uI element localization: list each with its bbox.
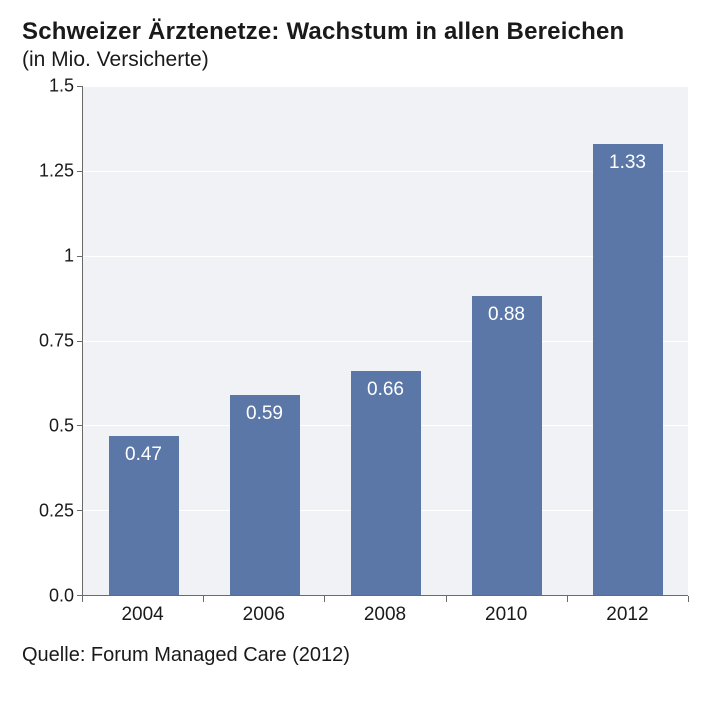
bar-value-label: 1.33 (593, 152, 663, 174)
source-caption: Quelle: Forum Managed Care (2012) (22, 644, 688, 667)
bars-container: 0.47 0.59 0.66 0.88 1.33 (83, 86, 688, 595)
x-tick-label: 2008 (324, 604, 445, 626)
x-tick-mark (446, 596, 447, 602)
bar-2010: 0.88 (472, 296, 542, 595)
y-axis: 0.0 0.25 0.5 0.75 1 1.25 1.5 (22, 86, 82, 596)
y-tick-label: 1.25 (39, 161, 74, 182)
y-tick-label: 0.75 (39, 331, 74, 352)
x-tick-mark (567, 596, 568, 602)
bar-2006: 0.59 (230, 395, 300, 595)
bar-slot: 0.88 (446, 86, 567, 595)
x-tick-label: 2004 (82, 604, 203, 626)
y-tick-label: 1 (64, 245, 74, 266)
bar-slot: 0.59 (204, 86, 325, 595)
y-tick-label: 0.5 (49, 416, 74, 437)
bar-2008: 0.66 (351, 371, 421, 595)
chart-subtitle: (in Mio. Versicherte) (22, 48, 688, 72)
bar-value-label: 0.59 (230, 403, 300, 425)
x-axis: 2004 2006 2008 2010 2012 (82, 596, 688, 636)
chart-area: 0.0 0.25 0.5 0.75 1 1.25 1.5 0.47 (22, 86, 688, 636)
chart-title: Schweizer Ärztenetze: Wachstum in allen … (22, 18, 688, 46)
x-tick-mark (203, 596, 204, 602)
bar-2004: 0.47 (109, 436, 179, 595)
bar-slot: 1.33 (567, 86, 688, 595)
plot-area: 0.47 0.59 0.66 0.88 1.33 (82, 86, 688, 596)
bar-value-label: 0.47 (109, 444, 179, 466)
bar-2012: 1.33 (593, 144, 663, 595)
y-tick-label: 0.25 (39, 500, 74, 521)
bar-slot: 0.47 (83, 86, 204, 595)
bar-slot: 0.66 (325, 86, 446, 595)
x-tick-mark (82, 596, 83, 602)
x-tick-label: 2006 (203, 604, 324, 626)
x-tick-label: 2010 (446, 604, 567, 626)
y-tick-label: 1.5 (49, 76, 74, 97)
x-tick-mark (324, 596, 325, 602)
x-tick-label: 2012 (567, 604, 688, 626)
x-tick-mark (688, 596, 689, 602)
bar-value-label: 0.88 (472, 304, 542, 326)
y-tick-label: 0.0 (49, 586, 74, 607)
bar-value-label: 0.66 (351, 379, 421, 401)
